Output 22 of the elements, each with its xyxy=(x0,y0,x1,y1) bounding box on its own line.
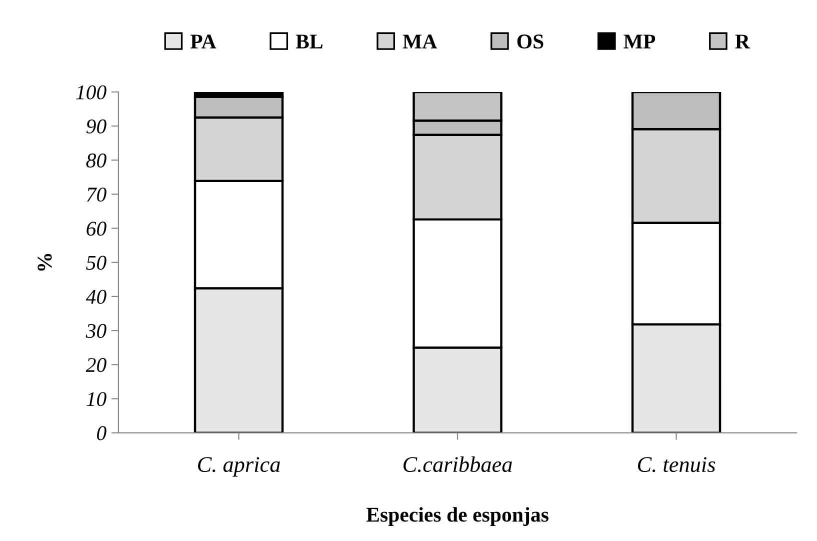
y-tick-label: 10 xyxy=(86,392,106,406)
x-tick-label: C. aprica xyxy=(198,457,280,477)
legend-label: PA xyxy=(190,34,216,48)
y-tick-label: 40 xyxy=(86,290,106,304)
x-axis-title: Especies de esponjas xyxy=(366,507,548,526)
legend-label: BL xyxy=(296,34,322,48)
x-tick-label: C. tenuis xyxy=(638,457,716,472)
legend-label: MP xyxy=(624,34,656,48)
y-tick-label: 90 xyxy=(86,119,106,134)
y-tick-label: 60 xyxy=(86,222,106,236)
y-tick-label: 0 xyxy=(97,426,106,440)
x-tick-label: C.caribbaea xyxy=(404,456,512,472)
y-tick-label: 30 xyxy=(86,324,106,338)
y-axis-title: % xyxy=(38,254,52,271)
legend-label: MA xyxy=(402,34,438,48)
legend-label: OS xyxy=(517,34,544,49)
legend-label: R xyxy=(735,34,750,48)
y-tick-label: 100 xyxy=(76,85,106,100)
y-tick-label: 70 xyxy=(87,188,106,202)
y-tick-label: 50 xyxy=(86,256,106,270)
y-tick-label: 80 xyxy=(86,154,106,168)
y-tick-label: 20 xyxy=(86,358,106,372)
